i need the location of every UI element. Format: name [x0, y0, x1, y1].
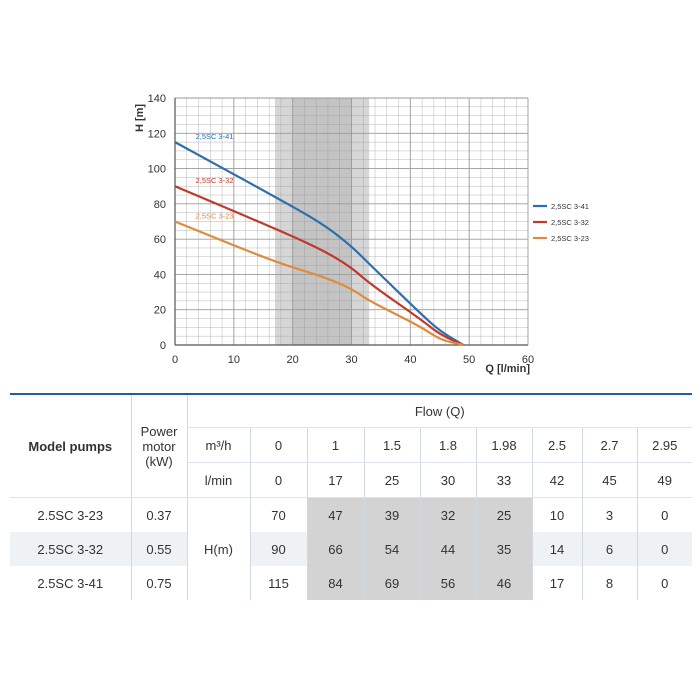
head-value-cell: 44 [419, 532, 476, 566]
y-tick-label: 120 [148, 128, 166, 140]
lmin-value: 45 [581, 462, 637, 498]
model-cell: 2.5SC 3-23 [10, 497, 131, 532]
head-value-cell: 10 [531, 497, 582, 532]
pump-data-table: Model pumps Power motor (kW) Flow (Q) m³… [10, 393, 692, 600]
x-tick-label: 10 [228, 354, 240, 366]
lmin-value: 17 [306, 462, 364, 498]
head-value-cell: 115 [249, 566, 307, 600]
head-value-cell: 17 [531, 566, 582, 600]
lmin-value: 42 [531, 462, 582, 498]
chart-axes: 0 10 20 30 40 50 60 0 20 40 60 80 100 120 140 Q [l/min]… [134, 93, 534, 375]
power-cell: 0.55 [130, 532, 187, 566]
x-axis-label: Q [l/min] [485, 363, 530, 375]
head-value-cell: 8 [581, 566, 637, 600]
head-value-cell: 0 [636, 497, 692, 532]
lmin-value: 49 [636, 462, 692, 498]
y-tick-label: 100 [148, 164, 166, 176]
m3h-label: m³/h [186, 427, 250, 463]
head-value-cell: 54 [363, 532, 420, 566]
m3h-value: 0 [249, 427, 307, 463]
table-header-row-flow: Model pumps Power motor (kW) Flow (Q) [10, 393, 692, 498]
series-inline-label: 2,5SC 3-23 [196, 212, 234, 221]
x-tick-label: 60 [522, 354, 534, 366]
pump-curve-chart: 0 10 20 30 40 50 60 0 20 40 60 80 100 120 140 Q [l/min]… [134, 93, 589, 375]
table-row: 2.5SC 3-41 0.75 115 84 69 56 46 17 8 0 [10, 566, 692, 600]
table-row: 2.5SC 3-23 0.37 H(m) 70 47 39 32 25 10 3 0 [10, 497, 692, 600]
y-tick-label: 20 [154, 305, 166, 317]
head-value-cell: 90 [249, 532, 307, 566]
head-value-cell: 0 [636, 532, 692, 566]
chart-series: 2,5SC 3-41 2,5SC 3-32 2,5SC 3-23 [174, 132, 464, 347]
table-row-lmin: l/min 0 17 25 30 33 42 45 49 [10, 462, 692, 498]
head-value-cell: 6 [581, 532, 637, 566]
head-value-cell: 3 [581, 497, 637, 532]
head-value-cell: 46 [475, 566, 532, 600]
y-tick-label: 60 [154, 234, 166, 246]
table-row-m3h: m³/h 0 1 1.5 1.8 1.98 2.5 2.7 2.95 [10, 427, 692, 463]
x-tick-label: 50 [463, 354, 475, 366]
head-value-cell: 35 [475, 532, 532, 566]
lmin-value: 0 [249, 462, 307, 498]
table-row: 2.5SC 3-32 0.55 90 66 54 44 35 14 6 0 [10, 532, 692, 566]
head-value-cell: 56 [419, 566, 476, 600]
head-value-cell: 14 [531, 532, 582, 566]
series-inline-label: 2,5SC 3-32 [196, 176, 234, 185]
lmin-value: 25 [363, 462, 420, 498]
head-value-cell: 70 [249, 497, 307, 532]
y-tick-label: 140 [148, 93, 166, 105]
chart-legend: 2,5SC 3-41 2,5SC 3-32 2,5SC 3-23 [533, 202, 589, 243]
legend-label: 2,5SC 3-23 [551, 234, 589, 243]
x-tick-label: 0 [172, 354, 178, 366]
lmin-value: 30 [419, 462, 476, 498]
head-value-cell: 47 [306, 497, 364, 532]
y-axis-label: H [m] [134, 104, 146, 132]
head-value-cell: 84 [306, 566, 364, 600]
head-value-cell: 66 [306, 532, 364, 566]
series-inline-label: 2,5SC 3-41 [196, 132, 234, 141]
series-line [174, 220, 464, 347]
legend-label: 2,5SC 3-41 [551, 202, 589, 211]
x-tick-label: 40 [404, 354, 416, 366]
head-value-cell: 39 [363, 497, 420, 532]
power-cell: 0.37 [130, 497, 187, 532]
x-tick-label: 30 [345, 354, 357, 366]
m3h-value: 2.7 [581, 427, 637, 463]
lmin-value: 33 [475, 462, 532, 498]
m3h-value: 1.5 [363, 427, 420, 463]
x-tick-label: 20 [287, 354, 299, 366]
series-line [174, 141, 464, 346]
head-value-cell: 25 [475, 497, 532, 532]
y-tick-label: 80 [154, 199, 166, 211]
model-cell: 2.5SC 3-41 [37, 575, 104, 591]
power-header: Power motor (kW) [130, 393, 187, 498]
head-value-cell: 69 [363, 566, 420, 600]
lmin-label: l/min [186, 462, 250, 498]
m3h-value: 2.5 [531, 427, 582, 463]
y-tick-label: 0 [160, 340, 166, 352]
m3h-value: 1.8 [419, 427, 476, 463]
head-value-cell: 0 [636, 566, 692, 600]
h-label: H(m) [186, 497, 250, 600]
m3h-value: 1 [306, 427, 364, 463]
series-line [174, 185, 464, 347]
power-cell: 0.75 [130, 566, 187, 600]
legend-label: 2,5SC 3-32 [551, 218, 589, 227]
m3h-value: 2.95 [636, 427, 692, 463]
m3h-value: 1.98 [475, 427, 532, 463]
model-cell: 2.5SC 3-32 [10, 532, 131, 566]
flow-header: Flow (Q) [186, 393, 692, 428]
model-header: Model pumps [10, 393, 131, 498]
y-tick-label: 40 [154, 269, 166, 281]
head-value-cell: 32 [419, 497, 476, 532]
